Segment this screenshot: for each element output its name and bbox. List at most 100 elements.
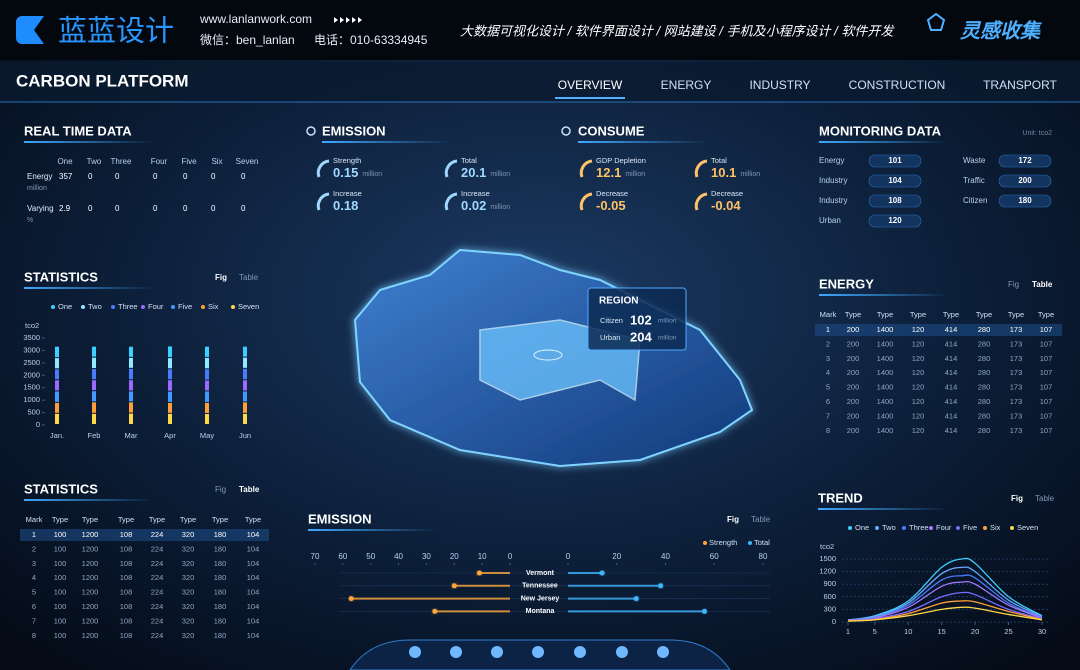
cell: 224 (151, 602, 164, 611)
y-tick-label: 0 (36, 420, 40, 429)
x-tick-label: 40 (394, 552, 403, 561)
region-unit: million (658, 335, 677, 342)
tool-icon[interactable] (409, 646, 421, 658)
cell: 100 (54, 544, 67, 553)
row-unit: million (27, 185, 47, 192)
nav-item[interactable]: ENERGY (661, 78, 712, 92)
cell: 1200 (82, 559, 99, 568)
tab[interactable]: Table (239, 485, 260, 494)
tool-icon[interactable] (532, 646, 544, 658)
page-title: CARBON PLATFORM (16, 71, 189, 90)
nav-item[interactable]: OVERVIEW (558, 78, 623, 92)
y-tick-label: 1200 (819, 567, 836, 576)
tool-icon[interactable] (491, 646, 503, 658)
cell: 200 (847, 411, 860, 420)
tab[interactable]: Fig (1011, 494, 1023, 503)
cell: 224 (151, 559, 164, 568)
cell: 180 (214, 631, 227, 640)
tab[interactable]: Table (1032, 280, 1053, 289)
column-header: Mark (26, 515, 43, 524)
cell: 280 (978, 354, 991, 363)
cell: 320 (182, 602, 195, 611)
cell: 104 (247, 573, 260, 582)
cell: 173 (1010, 368, 1023, 377)
cell: 120 (912, 368, 925, 377)
tab[interactable]: Fig (1008, 280, 1019, 289)
arrow-icon (358, 17, 362, 23)
tab[interactable]: Fig (215, 485, 226, 494)
cell: 104 (247, 602, 260, 611)
y-tick-label: 0 (832, 617, 836, 626)
legend-dot (929, 526, 933, 530)
cell: 414 (945, 397, 958, 406)
y-tick-label: 3000 (23, 345, 40, 354)
value-pill (868, 214, 922, 228)
cell: 173 (1010, 411, 1023, 420)
axis-unit: tco2 (820, 542, 834, 551)
bar-segment (129, 380, 133, 391)
y-tick-label: 300 (823, 604, 836, 613)
tab[interactable]: Fig (215, 273, 227, 282)
cell: 280 (978, 426, 991, 435)
column-header: Type (910, 310, 926, 319)
monitor-label: Industry (819, 196, 847, 205)
title-underline (24, 287, 154, 289)
legend-dot (81, 305, 85, 309)
x-tick-label: 30 (422, 552, 431, 561)
bar-segment (55, 380, 59, 391)
nav-item[interactable]: INDUSTRY (749, 78, 810, 92)
bar-segment (55, 358, 59, 369)
cell: 200 (847, 354, 860, 363)
kpi-unit: million (490, 171, 510, 178)
tab[interactable]: Table (1035, 494, 1055, 503)
column-header: One (57, 157, 73, 166)
monitor-value: 104 (888, 176, 902, 185)
cell: 100 (54, 573, 67, 582)
cell: 1200 (82, 616, 99, 625)
legend-label: Three (909, 523, 929, 532)
tool-icon[interactable] (616, 646, 628, 658)
bar-segment (243, 402, 247, 413)
cell: 357 (59, 172, 73, 181)
kpi-icon (694, 192, 708, 211)
legend-label: Six (990, 523, 1001, 532)
tool-icon[interactable] (657, 646, 669, 658)
region-popup (587, 287, 687, 351)
y-tick-label: 900 (823, 579, 836, 588)
legend-label: Two (88, 302, 102, 311)
monitor-value: 172 (1018, 156, 1032, 165)
tab[interactable]: Table (751, 515, 771, 524)
y-tick-label: 1000 (23, 395, 40, 404)
kpi-value-line: 12.1 million (596, 165, 645, 180)
x-tick-label: Jan. (50, 431, 64, 440)
tab[interactable]: Fig (727, 515, 739, 524)
legend-dot (51, 305, 55, 309)
cell: 3 (826, 354, 830, 363)
value-pill (868, 174, 922, 188)
y-tick-label: 3500 (23, 333, 40, 342)
cell: 1200 (82, 588, 99, 597)
bar-segment (243, 413, 247, 424)
value-pill (998, 194, 1052, 208)
tab[interactable]: Table (239, 273, 259, 282)
cell: 0 (183, 172, 188, 181)
bar-segment (205, 414, 209, 424)
cell: 8 (826, 426, 830, 435)
trend-line (847, 566, 1043, 621)
cell: 104 (247, 544, 260, 553)
bar-segment (55, 346, 59, 358)
cell: 2 (826, 339, 830, 348)
nav-item[interactable]: CONSTRUCTION (849, 78, 946, 92)
tool-icon[interactable] (574, 646, 586, 658)
nav-item[interactable]: TRANSPORT (983, 78, 1057, 92)
tool-icon[interactable] (450, 646, 462, 658)
cell: 414 (945, 411, 958, 420)
region-value: 102 (630, 312, 652, 327)
cell: 104 (247, 631, 260, 640)
bar-end (476, 570, 482, 576)
x-tick-label: 60 (338, 552, 347, 561)
cell: 2 (32, 544, 36, 553)
legend-label: One (855, 523, 869, 532)
category-label: New Jersey (521, 595, 560, 602)
bar-segment (92, 380, 96, 391)
